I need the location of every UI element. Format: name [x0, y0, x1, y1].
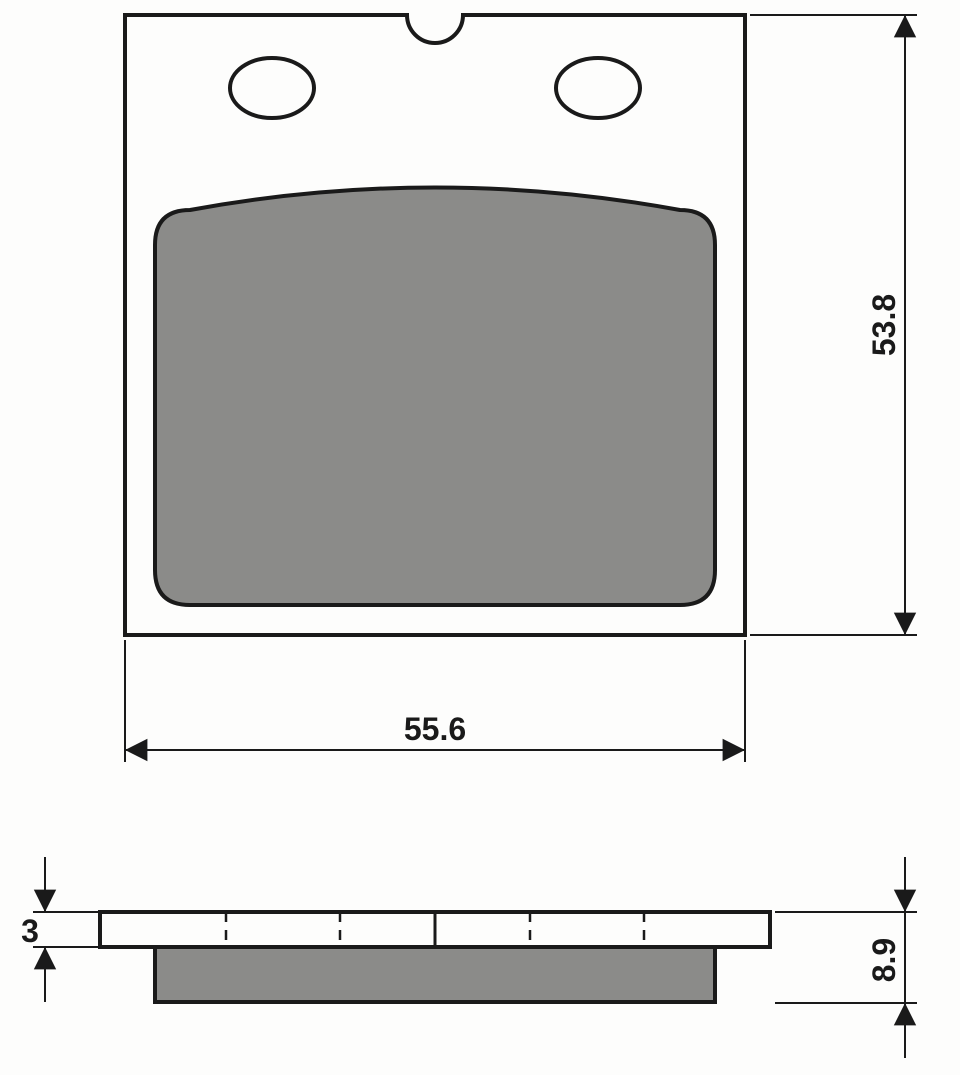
side-pad [155, 947, 715, 1002]
side-view [100, 912, 770, 1002]
dim-plate-label: 3 [21, 913, 39, 949]
friction-pad-top [155, 188, 715, 606]
technical-drawing: 55.6 53.8 8.9 3 [0, 0, 960, 1075]
top-view [125, 15, 745, 635]
dim-height-label: 53.8 [866, 294, 902, 356]
dim-thick-label: 8.9 [866, 938, 902, 982]
dim-width-label: 55.6 [404, 711, 466, 747]
